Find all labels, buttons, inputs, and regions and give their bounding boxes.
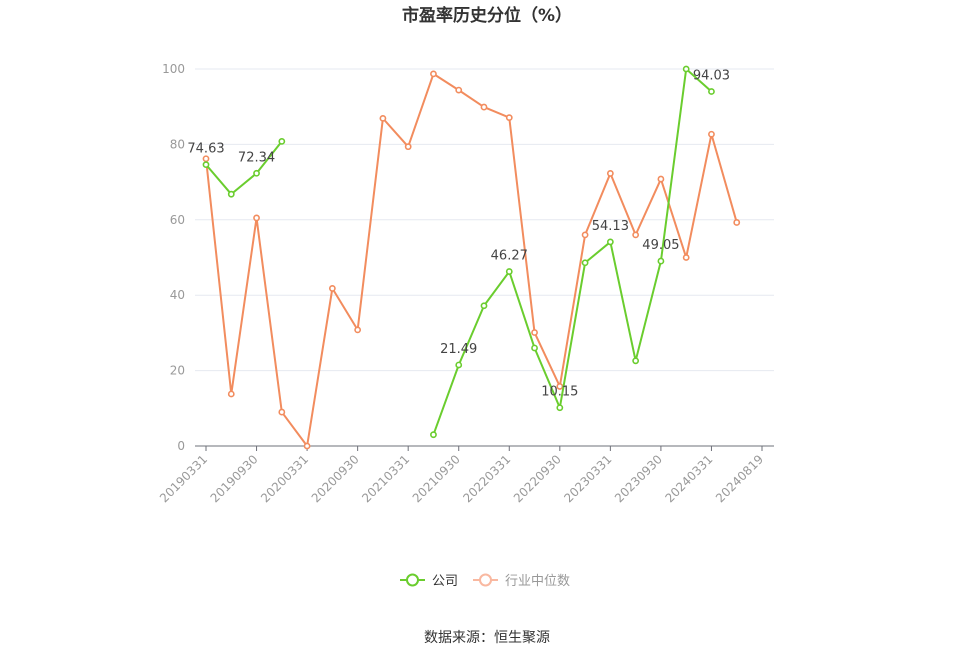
data-point [632, 231, 640, 239]
legend-marker-icon [406, 573, 419, 587]
data-label: 10.15 [541, 385, 578, 400]
legend-label: 行业中位数 [505, 574, 570, 589]
data-point [455, 361, 463, 369]
data-point [505, 114, 513, 122]
y-tick-label: 80 [170, 137, 185, 151]
data-point [581, 259, 589, 267]
x-tick-label: 20220331 [460, 452, 513, 505]
data-point [227, 190, 235, 198]
x-tick-label: 20210930 [410, 452, 463, 505]
x-tick-label: 20230930 [612, 452, 665, 505]
x-axis: 2019033120190930202003312020093020210331… [157, 445, 774, 505]
legend-item[interactable]: 公司 [400, 573, 458, 589]
x-tick-label: 20200331 [258, 452, 311, 505]
data-point [733, 219, 741, 226]
data-label: 49.05 [642, 238, 679, 253]
series-line [205, 140, 283, 196]
data-label: 74.63 [187, 142, 224, 157]
data-point [379, 114, 387, 122]
x-tick-label: 20220930 [511, 452, 564, 505]
data-point [606, 238, 614, 246]
y-axis: 0 20 40 60 80 100 [162, 62, 185, 453]
data-point [455, 86, 463, 94]
legend-label: 公司 [432, 574, 458, 589]
data-point [606, 170, 614, 177]
data-label: 54.13 [592, 219, 629, 234]
data-point [682, 254, 690, 261]
data-label: 21.49 [440, 342, 477, 357]
data-point [328, 285, 336, 292]
legend-marker-icon [479, 573, 492, 587]
data-point [505, 268, 513, 275]
data-point [556, 404, 564, 412]
x-tick-label: 20190930 [208, 452, 261, 505]
data-labels: 74.63 72.34 21.49 46.27 10.15 54.13 49.05 94.03 [187, 69, 730, 400]
data-point [202, 161, 210, 169]
data-point [708, 130, 715, 138]
data-point [657, 175, 665, 183]
data-point [278, 137, 286, 145]
data-point [253, 214, 260, 222]
data-point [682, 65, 690, 73]
data-point [632, 357, 640, 365]
data-point [278, 408, 286, 416]
data-source: 数据来源：恒生聚源 [424, 630, 550, 646]
series-line [205, 72, 738, 447]
y-tick-label: 40 [170, 288, 185, 302]
x-tick-label: 20230331 [561, 452, 614, 505]
chart-title: 市盈率历史分位（%） [402, 5, 572, 26]
grid [195, 68, 774, 372]
series-0 [202, 65, 715, 439]
data-point [253, 169, 260, 177]
data-point [480, 302, 488, 310]
series-1 [202, 70, 741, 450]
data-point [202, 155, 210, 163]
data-point [430, 431, 437, 439]
data-label: 72.34 [238, 150, 275, 165]
y-tick-label: 100 [162, 62, 185, 76]
data-point [708, 88, 715, 95]
data-point [303, 442, 311, 450]
legend[interactable]: 公司 行业中位数 [400, 573, 570, 589]
series-layer [202, 65, 741, 450]
data-point [354, 326, 362, 334]
x-tick-label: 20190331 [157, 452, 210, 505]
data-point [227, 390, 235, 398]
y-tick-label: 20 [170, 364, 185, 378]
data-point [657, 257, 665, 265]
data-point [404, 143, 412, 151]
series-line [432, 68, 713, 436]
data-point [480, 103, 488, 111]
data-label: 46.27 [491, 249, 528, 264]
x-tick-label: 20200930 [309, 452, 362, 505]
y-tick-label: 0 [177, 439, 185, 453]
data-point [430, 70, 437, 78]
data-label: 94.03 [693, 69, 730, 84]
legend-item[interactable]: 行业中位数 [473, 573, 570, 589]
data-point [581, 231, 589, 239]
data-point [531, 329, 538, 336]
y-tick-label: 60 [170, 213, 185, 227]
data-point [556, 383, 564, 390]
x-tick-label: 20240819 [713, 452, 766, 505]
data-point [531, 344, 538, 352]
x-tick-label: 20240331 [662, 452, 715, 505]
x-tick-label: 20210331 [359, 452, 412, 505]
